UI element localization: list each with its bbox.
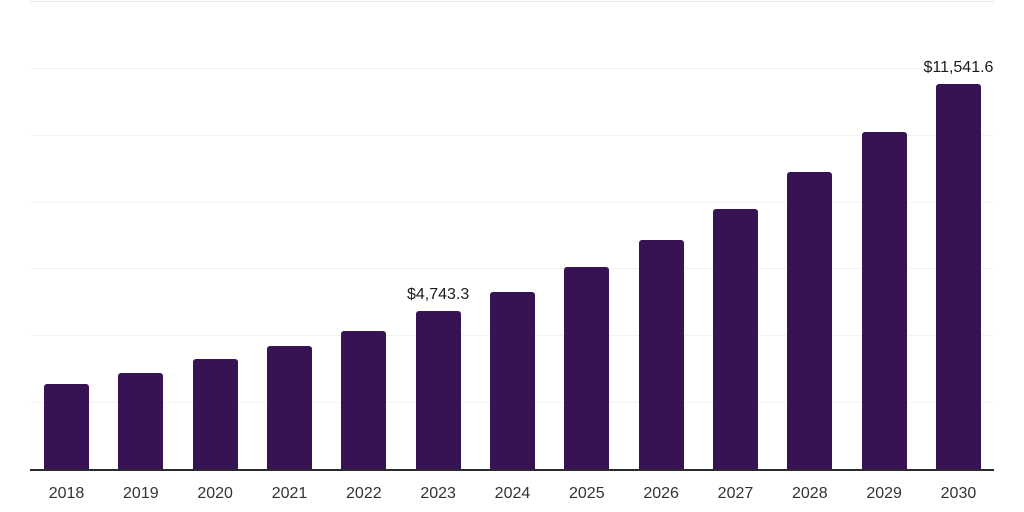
bar-2021[interactable] [266,345,312,470]
gridline-8000 [30,201,994,203]
gridline-12000 [30,67,994,69]
bar-2018[interactable] [44,383,89,470]
plot-area: 2018 2019 2020 2021 2022 2023 2024 2025 2026 2027… [30,0,994,512]
x-tick-2027: 2027 [717,485,754,502]
x-tick-2024: 2024 [494,485,531,502]
bar-2028[interactable] [787,172,833,470]
bar-2029[interactable] [861,132,907,470]
x-tick-2023: 2023 [420,485,456,502]
x-tick-2022: 2022 [346,485,382,502]
bar-2030[interactable] [935,84,981,470]
gridline-14000 [30,1,994,2]
bar-2019[interactable] [118,373,164,470]
x-tick-2026: 2026 [643,485,679,502]
x-tick-2018: 2018 [48,485,85,502]
bar-2024[interactable] [489,291,535,470]
x-tick-2028: 2028 [792,485,828,502]
x-tick-2021: 2021 [271,485,308,502]
data-label-2030: $11,541.6 [923,59,994,77]
bar-2023[interactable] [415,311,461,470]
gridline-6000 [30,268,994,270]
x-tick-2019: 2019 [123,485,159,502]
x-tick-2025: 2025 [569,485,605,502]
bar-2025[interactable] [564,266,610,470]
bar-2026[interactable] [638,240,684,470]
x-tick-2020: 2020 [197,485,233,502]
data-label-2023: $4,743.3 [407,286,470,304]
bar-2020[interactable] [192,359,238,470]
x-axis-line [30,469,994,471]
gridline-10000 [30,134,994,136]
x-tick-2030: 2030 [940,485,977,502]
bar-2022[interactable] [341,330,387,470]
x-tick-2029: 2029 [866,485,902,502]
bar-2027[interactable] [712,208,758,470]
